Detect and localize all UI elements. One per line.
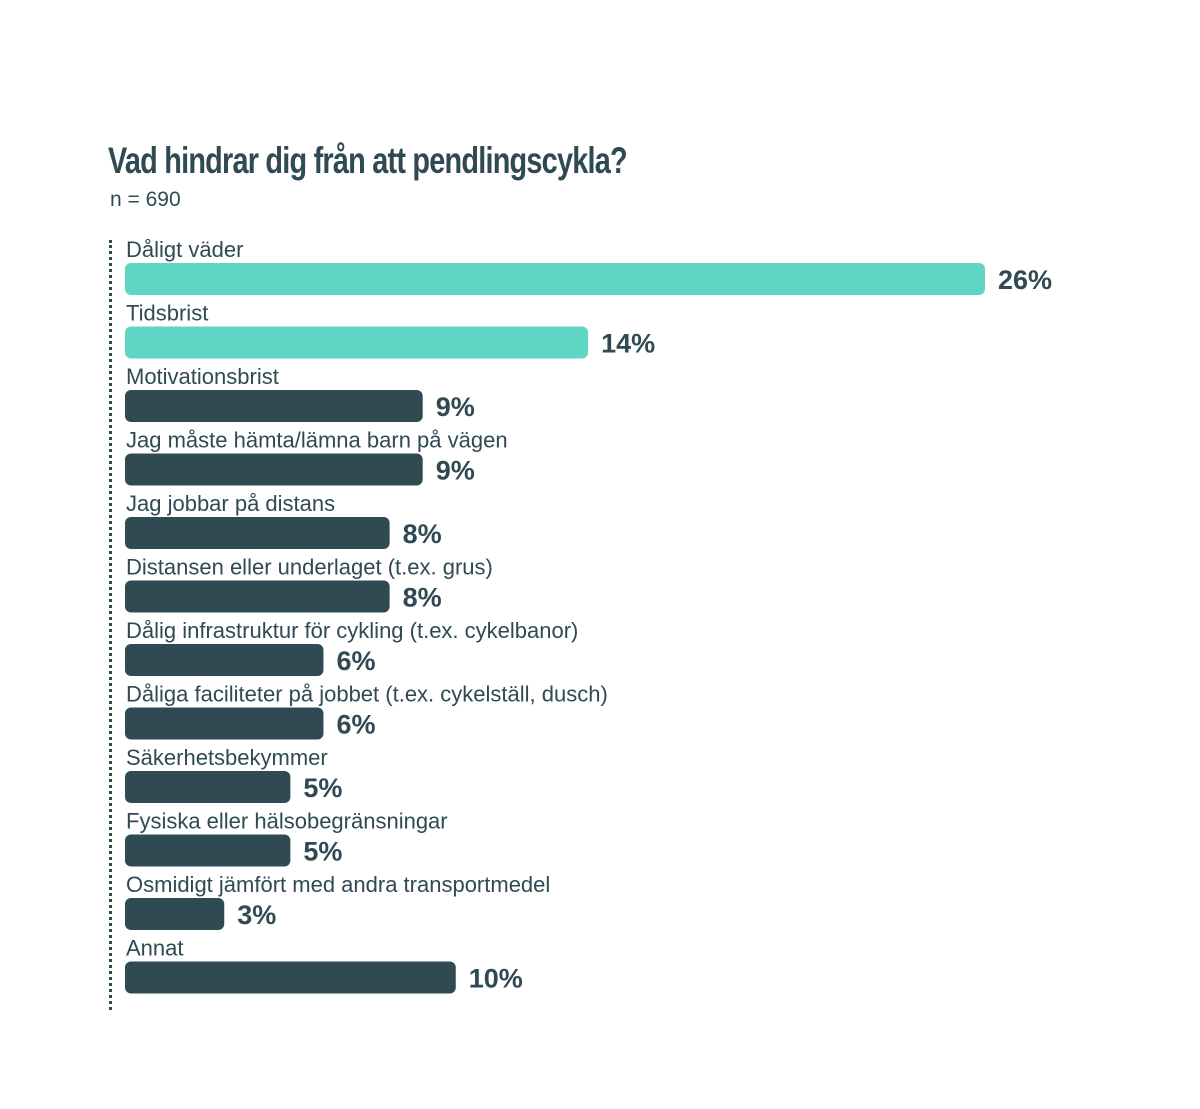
bar [125, 326, 589, 359]
category-label: Dåligt väder [126, 237, 243, 262]
bar [125, 771, 291, 803]
category-label: Dålig infrastruktur för cykling (t.ex. c… [126, 618, 578, 643]
category-axis-line [109, 240, 112, 1010]
chart-subtitle: n = 690 [110, 188, 181, 211]
category-label: Tidsbrist [126, 301, 208, 326]
category-label: Annat [126, 936, 184, 961]
bar [125, 961, 456, 994]
category-label: Fysiska eller hälsobegränsningar [126, 809, 448, 834]
category-label: Jag måste hämta/lämna barn på vägen [126, 428, 508, 453]
value-label: 8% [403, 583, 442, 613]
value-label: 5% [303, 837, 342, 867]
bar [125, 580, 390, 613]
bar [125, 898, 225, 930]
chart-title: Vad hindrar dig från att pendlingscykla? [108, 140, 628, 181]
category-label: Säkerhetsbekymmer [126, 745, 328, 770]
category-label: Osmidigt jämfört med andra transportmede… [126, 872, 550, 897]
bar [125, 453, 423, 486]
value-label: 9% [436, 392, 475, 422]
value-label: 10% [469, 964, 523, 994]
category-label: Motivationsbrist [126, 364, 279, 389]
value-label: 26% [998, 265, 1052, 295]
category-label: Distansen eller underlaget (t.ex. grus) [126, 555, 493, 580]
value-label: 14% [601, 329, 655, 359]
value-label: 8% [403, 519, 442, 549]
bar [125, 644, 324, 676]
value-label: 6% [336, 646, 375, 676]
value-label: 9% [436, 456, 475, 486]
bar [125, 263, 985, 295]
category-label: Dåliga faciliteter på jobbet (t.ex. cyke… [126, 682, 608, 707]
category-label: Jag jobbar på distans [126, 491, 335, 516]
bar [125, 390, 423, 422]
bar [125, 517, 390, 549]
value-label: 3% [237, 900, 276, 930]
bar [125, 834, 291, 867]
value-label: 5% [303, 773, 342, 803]
bar [125, 707, 324, 740]
value-label: 6% [336, 710, 375, 740]
